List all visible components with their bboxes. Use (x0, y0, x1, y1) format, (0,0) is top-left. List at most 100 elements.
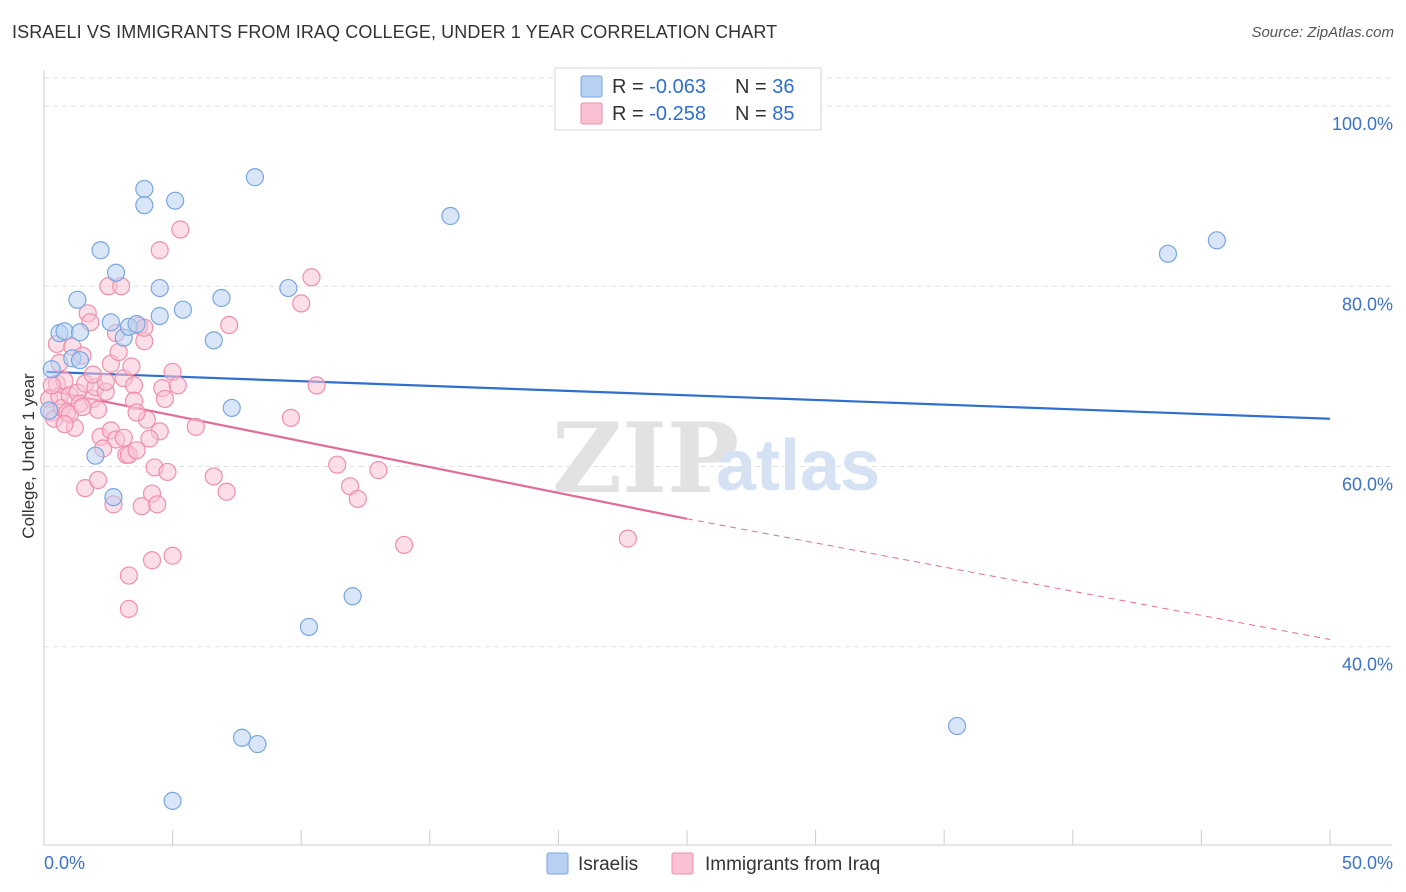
iraq-point (76, 479, 95, 498)
iraq-point (307, 376, 326, 395)
iraq-point (73, 397, 92, 417)
iraq-point (281, 408, 301, 427)
israelis-points (40, 168, 1226, 810)
bottom-legend-swatch-israelis (546, 852, 569, 875)
israelis-point (204, 331, 223, 350)
iraq-point (618, 529, 637, 548)
iraq-point (119, 566, 138, 585)
iraq-point (217, 482, 236, 501)
x-tick-label: 50.0% (1342, 853, 1393, 873)
iraq-point (155, 389, 174, 409)
iraq-point (150, 241, 169, 260)
israelis-point (150, 306, 169, 326)
iraq-point (394, 535, 414, 555)
source-credit: Source: ZipAtlas.com (1251, 24, 1394, 41)
bottom-legend-label-iraq: Immigrants from Iraq (705, 854, 880, 875)
y-axis-label: College, Under 1 year (19, 373, 38, 539)
israelis-point (127, 315, 146, 334)
israelis-point (299, 617, 319, 637)
israelis-point (279, 278, 298, 298)
israelis-point (343, 587, 362, 606)
israelis-point (1158, 244, 1178, 263)
israelis-point (91, 241, 110, 260)
watermark-zip: ZIP (552, 402, 739, 515)
iraq-point (348, 489, 367, 509)
stats-legend: R = -0.063 N = 36 R = -0.258 N = 85 (554, 67, 822, 131)
iraq-point (83, 365, 102, 384)
svg-text:R = -0.063: R = -0.063 (612, 76, 706, 98)
gridlines (44, 77, 1392, 648)
svg-text:N = 36: N = 36 (735, 76, 795, 98)
watermark-atlas: atlas (716, 426, 880, 506)
israelis-point (150, 278, 169, 298)
iraq-points (40, 220, 637, 618)
israelis-point (135, 196, 154, 215)
x-tick-labels: 0.0% 50.0% (44, 853, 1393, 873)
israelis-point (212, 288, 231, 308)
iraq-point (186, 417, 205, 436)
israelis-point (163, 791, 182, 810)
axes (43, 70, 1392, 846)
iraq-point (302, 268, 321, 287)
iraq-trend-extension (686, 518, 1331, 641)
iraq-point (204, 467, 223, 486)
israelis-point (104, 488, 123, 507)
iraq-point (168, 376, 187, 395)
israelis-trend-line (46, 370, 1331, 420)
iraq-point (140, 429, 159, 448)
israelis-point (42, 360, 61, 379)
israelis-point (70, 351, 90, 370)
legend-r-label-israelis: R = (612, 76, 649, 98)
israelis-point (86, 446, 105, 465)
iraq-point (127, 403, 146, 422)
israelis-point (441, 206, 460, 226)
legend-n-value-israelis: 36 (772, 76, 794, 98)
y-tick-label: 80.0% (1342, 294, 1393, 314)
iraq-point (119, 599, 138, 618)
israelis-point (135, 179, 154, 199)
iraq-point (292, 294, 311, 313)
israelis-point (1207, 231, 1226, 250)
israelis-point (101, 313, 120, 332)
y-tick-label: 60.0% (1342, 475, 1393, 495)
israelis-point (232, 728, 252, 747)
israelis-point (68, 290, 87, 309)
y-tick-label: 100.0% (1332, 114, 1393, 134)
iraq-point (163, 546, 182, 565)
iraq-point (220, 315, 239, 335)
svg-text:N = 85: N = 85 (735, 103, 795, 125)
israelis-point (222, 398, 241, 418)
legend-swatch-israelis (580, 75, 603, 98)
israelis-point (55, 322, 74, 341)
iraq-point (127, 441, 146, 460)
iraq-point (42, 376, 61, 395)
legend-n-label-iraq: N = (735, 103, 772, 125)
bottom-legend-label-israelis: Israelis (578, 854, 638, 875)
israelis-point (173, 300, 192, 319)
iraq-point (124, 376, 144, 395)
iraq-point (148, 495, 167, 514)
iraq-point (369, 461, 388, 480)
iraq-point (88, 400, 108, 419)
iraq-point (88, 470, 108, 490)
iraq-point (158, 462, 177, 482)
y-tick-labels: 40.0% 60.0% 80.0% 100.0% (1332, 114, 1393, 675)
legend-r-label-iraq: R = (612, 103, 649, 125)
iraq-point (171, 220, 190, 239)
israelis-point (70, 323, 90, 342)
iraq-point (122, 357, 141, 376)
israelis-point (106, 263, 126, 282)
legend-r-value-israelis: -0.063 (649, 76, 706, 98)
israelis-point (248, 734, 267, 754)
israelis-point (947, 716, 967, 736)
trend-lines (46, 370, 1331, 641)
watermark: ZIP atlas (552, 402, 880, 515)
israelis-point (166, 191, 185, 210)
iraq-trend-line (46, 388, 688, 520)
iraq-point (142, 551, 162, 570)
y-tick-label: 40.0% (1342, 655, 1393, 675)
legend-r-value-iraq: -0.258 (649, 103, 706, 125)
iraq-point (55, 415, 74, 434)
legend-n-value-iraq: 85 (772, 103, 794, 125)
